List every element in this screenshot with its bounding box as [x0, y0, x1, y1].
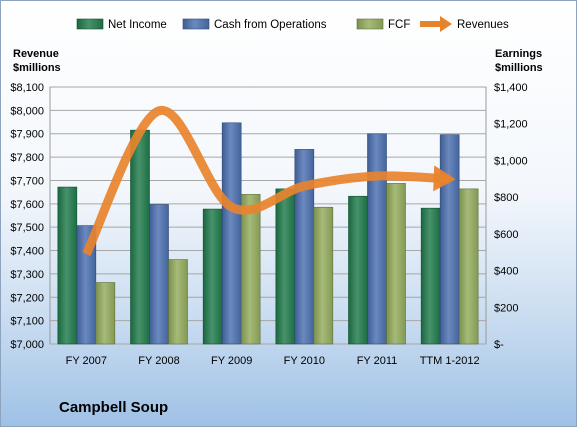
x-tick-label: FY 2010: [284, 355, 325, 367]
legend-swatch-fcf: [356, 18, 384, 30]
x-tick-label: FY 2011: [357, 355, 398, 367]
bar-cash-from-operations: [149, 204, 169, 345]
bar-cash-from-operations: [221, 122, 242, 345]
bar-net-income: [420, 207, 441, 345]
y-left-tick-label: $7,800: [10, 152, 44, 164]
legend-label-cash-from-operations: Cash from Operations: [214, 19, 327, 31]
bar-fcf: [168, 259, 188, 345]
legend-swatch-arrow: [440, 16, 452, 32]
y-left-axis-title: $millions: [13, 62, 61, 74]
x-tick-label: FY 2008: [138, 355, 179, 367]
y-left-tick-label: $7,600: [10, 199, 44, 211]
legend-label-revenues: Revenues: [457, 19, 509, 31]
y-left-tick-label: $7,000: [10, 339, 44, 351]
y-left-tick-label: $7,300: [10, 269, 44, 281]
legend-swatch-net-income: [76, 18, 104, 30]
bar-net-income: [275, 188, 296, 345]
y-right-tick-label: $1,400: [494, 82, 528, 94]
bar-net-income: [348, 195, 368, 345]
y-right-tick-label: $-: [494, 339, 504, 351]
bar-cash-from-operations: [439, 134, 460, 345]
y-right-tick-label: $1,000: [494, 155, 528, 167]
bar-cash-from-operations: [367, 133, 387, 345]
legend-label-fcf: FCF: [388, 19, 410, 31]
y-right-axis-title: $millions: [495, 62, 543, 74]
bar-fcf: [458, 188, 479, 345]
plot-area: [49, 86, 487, 345]
y-left-tick-label: $7,400: [10, 246, 44, 258]
x-tick-label: FY 2007: [66, 355, 107, 367]
x-tick-label: FY 2009: [211, 355, 252, 367]
y-left-axis-title: Revenue: [13, 48, 59, 60]
y-right-axis-title: Earnings: [495, 48, 542, 60]
y-left-tick-label: $7,700: [10, 175, 44, 187]
bar-cash-from-operations: [294, 149, 315, 345]
series-line-revenues: [82, 106, 450, 257]
x-tick-label: TTM 1-2012: [420, 355, 480, 367]
legend-label-net-income: Net Income: [108, 19, 167, 31]
y-right-tick-label: $800: [494, 192, 518, 204]
chart-title: Campbell Soup: [59, 399, 169, 416]
y-right-tick-label: $600: [494, 229, 518, 241]
y-left-tick-label: $8,000: [10, 105, 44, 117]
bar-fcf: [386, 183, 406, 345]
bar-net-income: [57, 186, 78, 345]
series-line-arrowhead: [433, 165, 456, 192]
y-left-tick-label: $7,100: [10, 316, 44, 328]
y-left-tick-label: $7,200: [10, 292, 44, 304]
y-right-tick-label: $400: [494, 266, 518, 278]
bar-fcf: [240, 194, 261, 345]
y-left-tick-label: $7,900: [10, 129, 44, 141]
bar-net-income: [130, 129, 150, 345]
bar-net-income: [202, 208, 223, 345]
legend-swatch-cash-from-operations: [182, 18, 210, 30]
y-left-tick-label: $7,500: [10, 222, 44, 234]
bar-fcf: [95, 282, 116, 345]
bar-fcf: [313, 206, 334, 345]
y-right-tick-label: $1,200: [494, 119, 528, 131]
y-right-tick-label: $200: [494, 302, 518, 314]
y-left-tick-label: $8,100: [10, 82, 44, 94]
